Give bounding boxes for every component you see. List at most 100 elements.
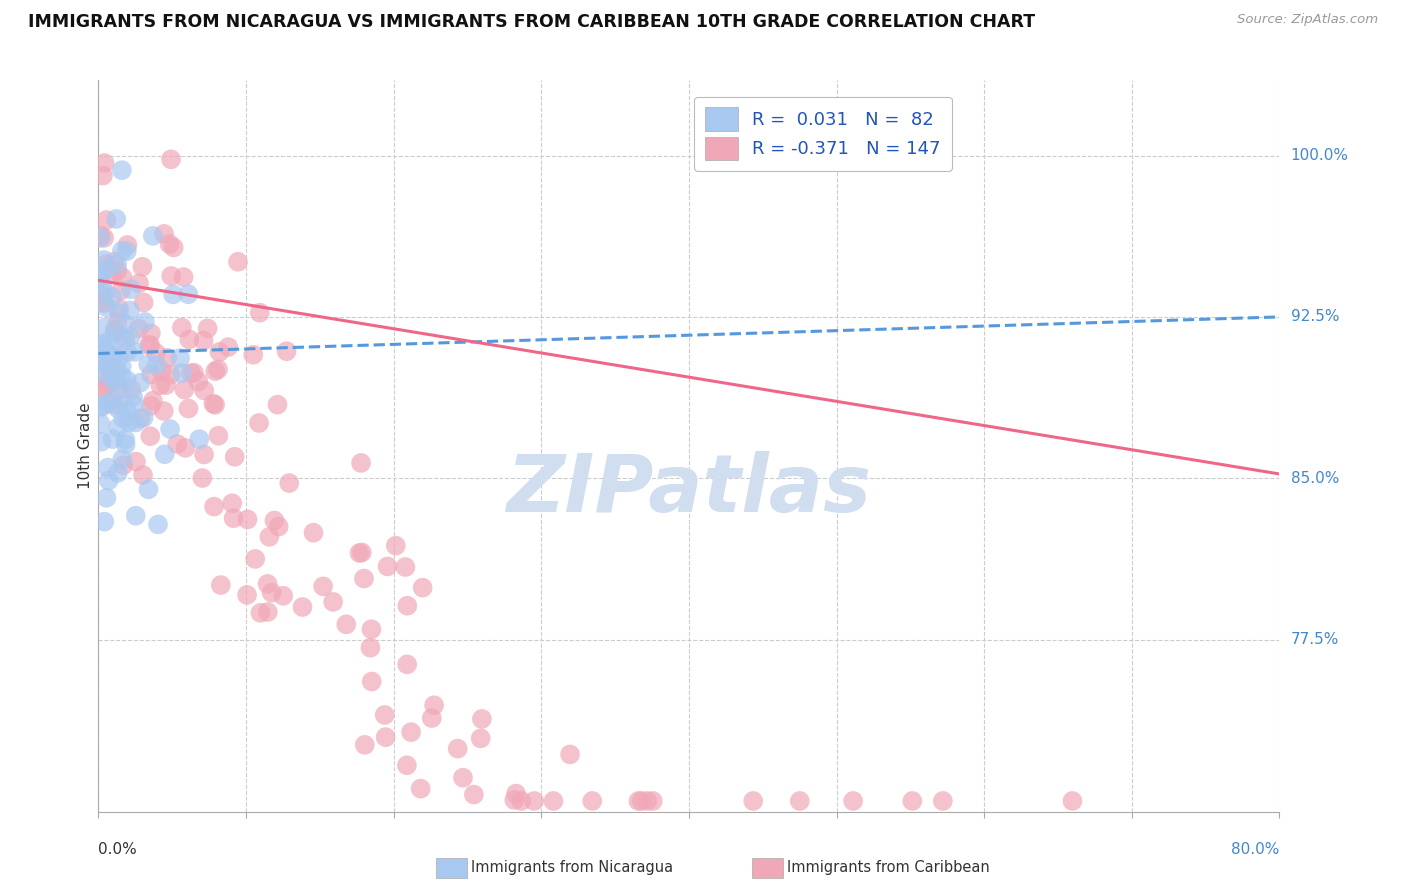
- Point: [396, 657, 419, 672]
- Point: [115, 403, 138, 417]
- Point: [208, 345, 231, 359]
- Text: ZIPatlas: ZIPatlas: [506, 450, 872, 529]
- Point: [103, 393, 125, 408]
- Point: [543, 794, 565, 808]
- Point: [103, 323, 125, 337]
- Point: [146, 517, 169, 532]
- Point: [89, 417, 111, 431]
- Point: [115, 318, 138, 332]
- Point: [139, 429, 162, 443]
- Point: [302, 525, 325, 540]
- Point: [350, 456, 373, 470]
- Point: [97, 460, 120, 475]
- Point: [114, 433, 136, 447]
- Point: [89, 351, 111, 365]
- Point: [204, 364, 226, 378]
- Y-axis label: 10th Grade: 10th Grade: [77, 402, 93, 490]
- Point: [118, 303, 141, 318]
- Point: [360, 674, 382, 689]
- Point: [193, 448, 215, 462]
- Point: [173, 383, 195, 397]
- Point: [96, 301, 118, 315]
- Point: [145, 346, 167, 360]
- Point: [173, 270, 195, 285]
- Point: [90, 338, 112, 352]
- Point: [1062, 794, 1084, 808]
- Point: [94, 341, 117, 355]
- Point: [224, 450, 246, 464]
- Point: [132, 295, 155, 310]
- Point: [932, 794, 955, 808]
- Point: [197, 321, 219, 335]
- Point: [149, 378, 172, 392]
- Point: [101, 432, 124, 446]
- Point: [97, 474, 120, 488]
- Point: [360, 622, 382, 636]
- Point: [125, 455, 148, 469]
- Point: [89, 269, 111, 284]
- Point: [247, 416, 270, 430]
- Point: [263, 514, 285, 528]
- Point: [207, 362, 229, 376]
- Point: [112, 411, 135, 425]
- Point: [163, 240, 186, 254]
- Point: [155, 378, 177, 392]
- Text: Immigrants from Nicaragua: Immigrants from Nicaragua: [471, 861, 673, 875]
- Point: [174, 441, 197, 455]
- Point: [166, 437, 188, 451]
- Point: [94, 286, 117, 301]
- Point: [132, 468, 155, 483]
- Point: [396, 599, 419, 613]
- Point: [153, 227, 176, 241]
- Point: [271, 589, 294, 603]
- Point: [510, 794, 533, 808]
- Point: [399, 725, 422, 739]
- Point: [115, 373, 138, 387]
- Point: [901, 794, 924, 808]
- Point: [249, 306, 271, 320]
- Point: [96, 491, 118, 505]
- Point: [138, 483, 160, 497]
- Point: [120, 329, 142, 343]
- Point: [349, 546, 371, 560]
- Point: [129, 411, 152, 425]
- Point: [222, 511, 245, 525]
- Point: [103, 348, 125, 362]
- Point: [108, 301, 131, 316]
- Text: IMMIGRANTS FROM NICARAGUA VS IMMIGRANTS FROM CARIBBEAN 10TH GRADE CORRELATION CH: IMMIGRANTS FROM NICARAGUA VS IMMIGRANTS …: [28, 13, 1035, 31]
- Point: [463, 788, 485, 802]
- Point: [93, 156, 115, 170]
- Point: [170, 320, 193, 334]
- Point: [98, 361, 121, 376]
- Point: [105, 363, 128, 377]
- Point: [207, 428, 229, 442]
- Point: [93, 382, 115, 396]
- Point: [107, 351, 129, 366]
- Point: [120, 383, 142, 397]
- Point: [89, 355, 111, 369]
- Point: [183, 366, 205, 380]
- Point: [139, 326, 162, 341]
- Point: [97, 396, 120, 410]
- Point: [108, 307, 131, 321]
- Point: [93, 515, 115, 529]
- Text: 77.5%: 77.5%: [1291, 632, 1339, 647]
- Point: [103, 254, 125, 268]
- Point: [146, 358, 169, 372]
- Point: [93, 252, 115, 267]
- Point: [128, 321, 150, 335]
- Point: [159, 237, 181, 252]
- Point: [125, 508, 148, 523]
- Point: [636, 794, 658, 808]
- Point: [170, 366, 193, 380]
- Point: [105, 257, 128, 271]
- Point: [152, 404, 174, 418]
- Point: [278, 476, 301, 491]
- Point: [142, 393, 165, 408]
- Point: [159, 368, 181, 382]
- Point: [91, 400, 114, 414]
- Point: [193, 384, 215, 398]
- Point: [90, 434, 112, 449]
- Point: [259, 530, 281, 544]
- Point: [91, 288, 114, 302]
